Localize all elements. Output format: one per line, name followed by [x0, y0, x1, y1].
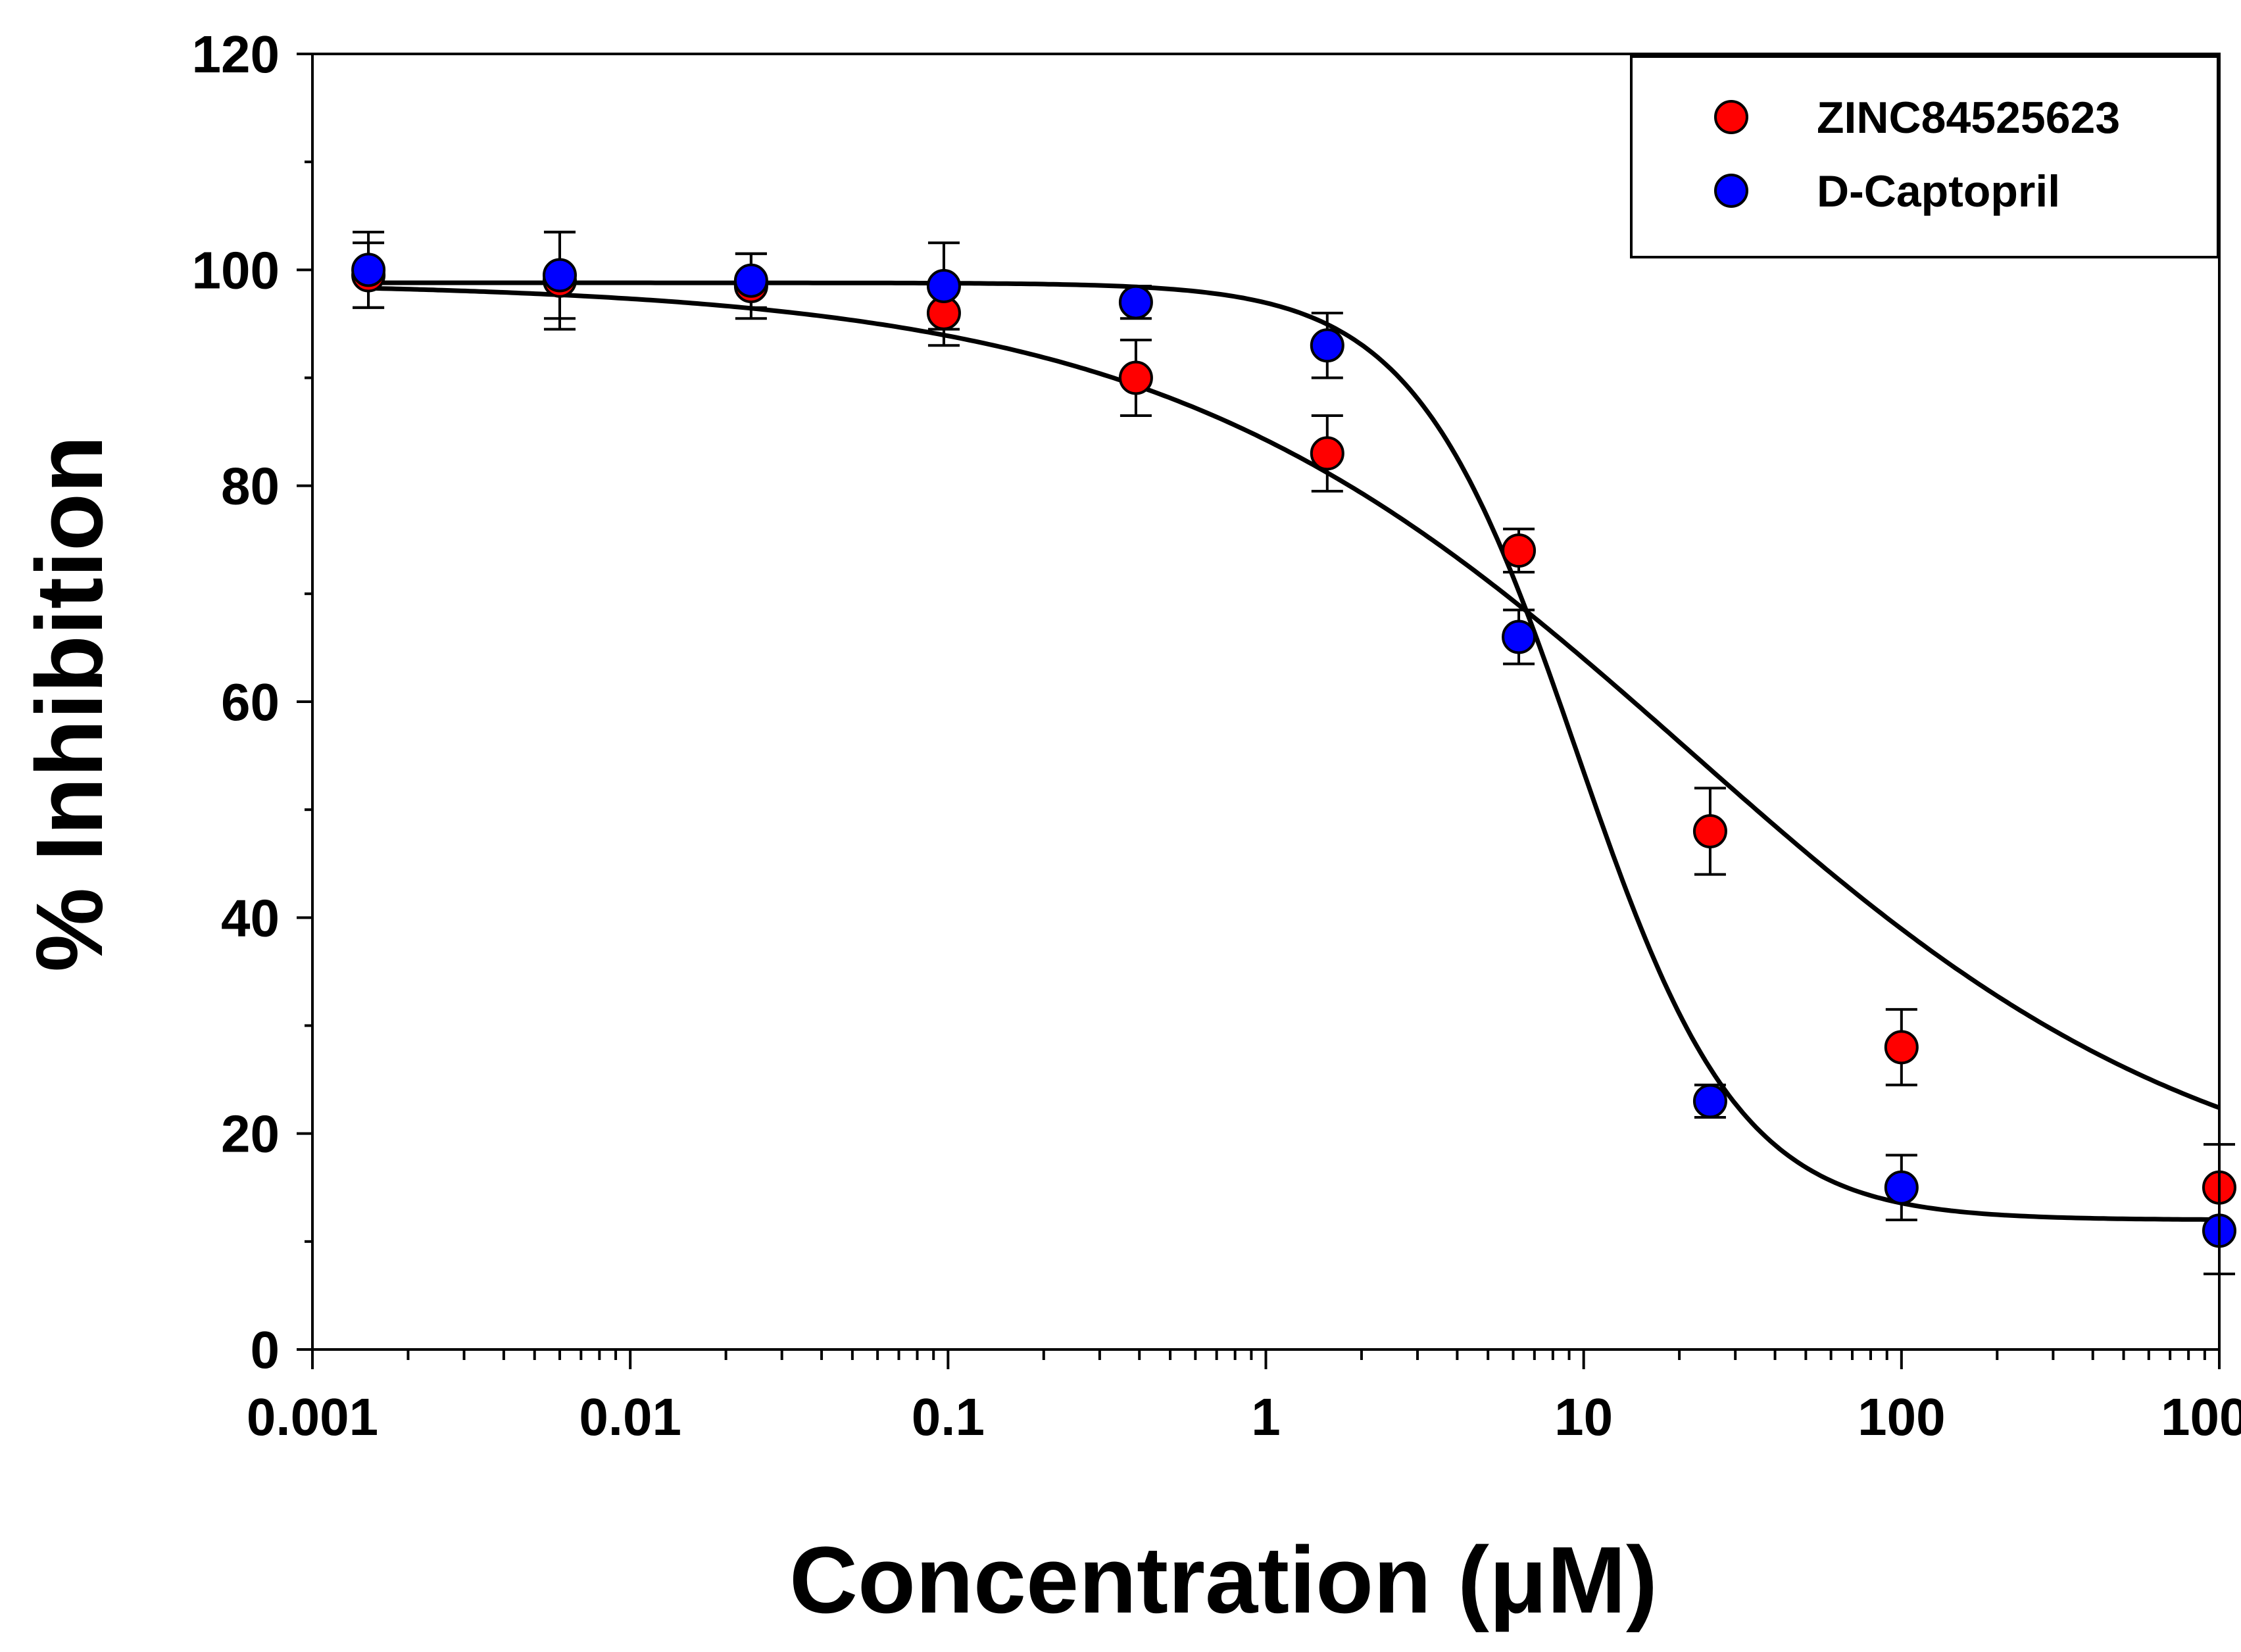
error-bars — [353, 230, 2235, 1276]
data-point-zinc84525623 — [1692, 814, 1727, 848]
x-tick-label: 0.01 — [579, 1388, 681, 1446]
data-point-d-captopril — [1118, 285, 1153, 320]
y-tick-label: 0 — [251, 1321, 280, 1379]
legend-marker-d-captopril — [1714, 174, 1748, 208]
x-tick-label: 100 — [1858, 1388, 1945, 1446]
y-tick-label: 100 — [192, 241, 280, 299]
y-axis-title: % Inhibition — [16, 435, 122, 972]
data-point-d-captopril — [1310, 328, 1344, 363]
axes — [297, 53, 2221, 1369]
fit-curve-zinc84525623 — [368, 285, 2221, 1110]
legend: ZINC84525623 D-Captopril — [1630, 55, 2219, 258]
x-tick-label: 0.001 — [247, 1388, 378, 1446]
y-tick-label: 120 — [192, 25, 280, 84]
data-point-zinc84525623 — [1502, 533, 1537, 568]
tick-labels: 0 20 40 60 80 100 120 0.001 0.01 0.1 1 10 100 1000 — [192, 25, 2241, 1446]
fit-curves — [368, 280, 2221, 1222]
x-tick-label: 1000 — [2161, 1388, 2241, 1446]
x-tick-label: 0.1 — [912, 1388, 985, 1446]
x-tick-label: 10 — [1554, 1388, 1613, 1446]
data-point-d-captopril — [1502, 620, 1537, 654]
y-tick-label: 80 — [221, 457, 280, 516]
data-point-d-captopril — [542, 258, 577, 293]
y-tick-label: 60 — [221, 673, 280, 731]
data-point-zinc84525623 — [1118, 360, 1153, 395]
data-point-d-captopril — [733, 263, 768, 298]
data-points — [351, 253, 2236, 1248]
x-axis-title: Concentration (μM) — [789, 1527, 1658, 1633]
data-point-d-captopril — [351, 253, 386, 287]
x-tick-label: 1 — [1251, 1388, 1281, 1446]
legend-label-zinc84525623: ZINC84525623 — [1817, 93, 2120, 143]
data-point-zinc84525623 — [1310, 436, 1344, 471]
data-point-d-captopril — [926, 268, 961, 303]
y-tick-label: 40 — [221, 888, 280, 947]
data-point-zinc84525623 — [1884, 1030, 1919, 1065]
fit-curve-d-captopril — [368, 280, 2220, 1222]
data-point-d-captopril — [1884, 1170, 1919, 1205]
legend-box — [1630, 55, 2219, 258]
data-point-d-captopril — [1692, 1084, 1727, 1119]
legend-label-d-captopril: D-Captopril — [1817, 166, 2060, 216]
y-tick-label: 20 — [221, 1105, 280, 1163]
legend-marker-zinc84525623 — [1714, 100, 1748, 134]
